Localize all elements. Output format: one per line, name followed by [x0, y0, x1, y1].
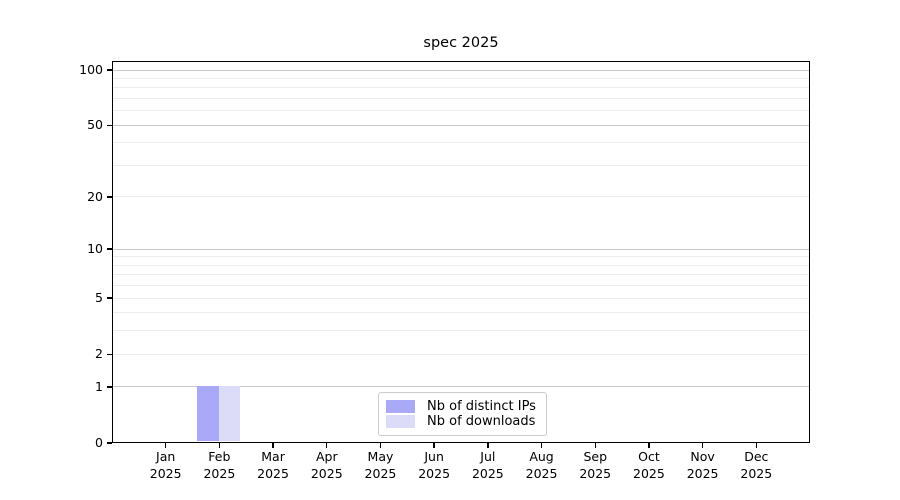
y-tick-mark — [107, 248, 112, 250]
grid-line-minor — [113, 196, 809, 198]
x-tick-label: Apr 2025 — [295, 449, 359, 482]
bar-downloads — [218, 386, 241, 441]
grid-line-minor — [113, 164, 809, 166]
x-tick-label-year: 2025 — [633, 465, 665, 481]
grid-line-minor — [113, 353, 809, 355]
grid-line-minor — [113, 142, 809, 144]
x-tick-label-month: Aug — [529, 449, 554, 464]
y-tick-mark — [107, 442, 112, 444]
y-tick-mark — [107, 196, 112, 198]
grid-line-major — [113, 386, 809, 388]
x-tick-label: Nov 2025 — [671, 449, 735, 482]
x-tick-label-month: Oct — [638, 449, 660, 464]
grid-line-minor — [113, 87, 809, 89]
x-tick-mark — [755, 443, 757, 448]
x-tick-label-month: Apr — [315, 449, 338, 464]
y-tick-label: 1 — [95, 378, 103, 394]
y-tick-mark — [107, 124, 112, 126]
x-tick-label-month: Jun — [424, 449, 444, 464]
legend-swatch — [386, 415, 415, 428]
x-tick-label-year: 2025 — [686, 465, 719, 481]
y-tick-mark — [107, 353, 112, 355]
y-tick-mark — [107, 386, 112, 388]
x-tick-mark — [648, 443, 650, 448]
grid-line-minor — [113, 330, 809, 332]
legend-label: Nb of downloads — [427, 414, 536, 429]
x-tick-mark — [540, 443, 543, 448]
x-tick-label-month: Jan — [156, 449, 176, 464]
grid-line-minor — [113, 256, 809, 258]
x-tick-label: Mar 2025 — [241, 449, 305, 482]
x-tick-label-month: May — [367, 449, 394, 464]
x-tick-label: Dec 2025 — [724, 449, 788, 482]
x-tick-label-year: 2025 — [149, 465, 182, 481]
grid-line-minor — [113, 264, 809, 266]
y-tick-label: 5 — [95, 290, 103, 306]
x-tick-label-year: 2025 — [579, 465, 612, 481]
x-tick-mark — [594, 443, 596, 448]
x-tick-label-year: 2025 — [364, 465, 397, 481]
grid-line-minor — [113, 312, 809, 314]
x-tick-label-year: 2025 — [203, 465, 236, 481]
x-tick-mark — [379, 443, 382, 448]
bar-distinct-ips — [197, 386, 219, 441]
chart-title: spec 2025 — [423, 35, 499, 51]
y-tick-label: 2 — [95, 346, 103, 362]
grid-line-major — [113, 69, 809, 71]
x-tick-mark — [433, 443, 435, 448]
x-tick-label-year: 2025 — [257, 465, 289, 481]
legend-item: Nb of distinct IPs — [386, 399, 538, 414]
legend-label: Nb of distinct IPs — [427, 399, 536, 414]
grid-line-minor — [113, 77, 809, 79]
x-tick-label-year: 2025 — [471, 465, 504, 481]
x-tick-label: May 2025 — [348, 449, 412, 482]
x-tick-label: Jul 2025 — [456, 449, 520, 482]
grid-line-minor — [113, 110, 809, 112]
x-tick-label: Jan 2025 — [134, 449, 198, 482]
legend-swatch — [386, 400, 415, 413]
y-tick-label: 0 — [95, 435, 103, 450]
y-tick-label: 50 — [87, 117, 103, 133]
y-tick-label: 100 — [79, 62, 103, 77]
x-tick-label-month: Nov — [690, 449, 715, 464]
x-tick-label-month: Jul — [480, 449, 496, 464]
x-tick-label: Sep 2025 — [563, 449, 627, 482]
x-tick-mark — [164, 443, 167, 448]
x-tick-label: Oct 2025 — [617, 449, 681, 482]
x-tick-mark — [326, 443, 328, 448]
x-tick-mark — [272, 443, 274, 448]
grid-line-minor — [113, 285, 809, 287]
x-tick-label-month: Sep — [583, 449, 607, 464]
grid-line-major — [113, 124, 809, 126]
plot-area — [112, 61, 810, 443]
x-tick-mark — [218, 443, 221, 448]
y-tick-label: 20 — [87, 188, 103, 204]
x-tick-label-month: Mar — [261, 449, 285, 464]
legend-box: Nb of distinct IPs Nb of downloads — [378, 392, 547, 436]
x-tick-mark — [701, 443, 704, 448]
x-tick-label: Jun 2025 — [402, 449, 466, 482]
x-tick-label-year: 2025 — [418, 465, 451, 481]
grid-line-major — [113, 248, 809, 250]
grid-line-minor — [113, 97, 809, 99]
y-tick-mark — [107, 297, 112, 299]
y-tick-label: 10 — [87, 241, 103, 257]
x-tick-mark — [487, 443, 489, 448]
x-tick-label: Feb 2025 — [187, 449, 251, 482]
grid-line-minor — [113, 297, 809, 299]
x-tick-label-year: 2025 — [525, 465, 558, 481]
x-tick-label-year: 2025 — [310, 465, 343, 481]
y-tick-mark — [107, 69, 112, 71]
legend-item: Nb of downloads — [386, 414, 538, 429]
x-tick-label-month: Feb — [208, 449, 231, 464]
x-tick-label: Aug 2025 — [510, 449, 574, 482]
grid-line-minor — [113, 274, 809, 276]
x-tick-label-year: 2025 — [740, 465, 773, 481]
x-tick-label-month: Dec — [744, 449, 769, 464]
